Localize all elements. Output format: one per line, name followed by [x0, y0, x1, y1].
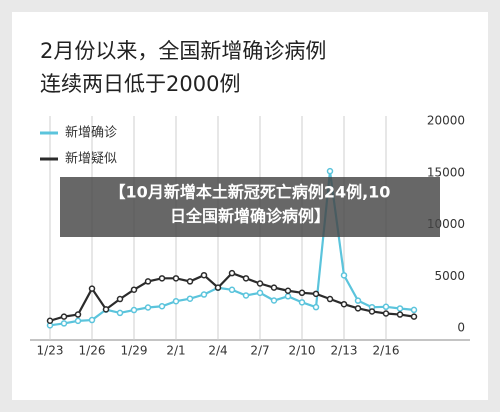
point [340, 272, 348, 279]
point [228, 269, 236, 277]
legend-label: 新增确诊 [65, 125, 117, 141]
x-tick-label: 2/13 [331, 344, 358, 358]
point [368, 308, 376, 315]
point [354, 297, 362, 304]
point [214, 284, 222, 291]
point [158, 302, 166, 310]
x-tick-label: 2/4 [208, 344, 227, 358]
point [312, 290, 320, 298]
point [74, 317, 82, 325]
point [74, 311, 82, 318]
point [326, 167, 334, 175]
point [144, 304, 152, 311]
point [298, 299, 306, 306]
point [354, 305, 362, 312]
point [284, 293, 292, 300]
point [256, 280, 264, 287]
legend-label: 新增疑似 [65, 151, 117, 167]
x-tick-label: 1/26 [79, 344, 106, 358]
point [46, 317, 54, 325]
point [410, 306, 418, 314]
y-tick-label: 5000 [434, 269, 465, 283]
y-tick-label: 15000 [427, 165, 465, 179]
point [88, 316, 96, 324]
caption: 日全国新增确诊病例】 [170, 207, 330, 226]
point [382, 303, 390, 311]
point [298, 289, 306, 297]
point [186, 295, 194, 302]
point [410, 313, 418, 320]
point [396, 311, 404, 318]
point [200, 271, 208, 279]
chart-title: 连续两日低于2000例 [40, 72, 240, 96]
point [102, 306, 110, 313]
caption: 【10月新增本土新冠死亡病例24例,10 [110, 183, 391, 202]
point [116, 295, 124, 303]
point [228, 286, 236, 294]
y-tick-label: 20000 [427, 114, 465, 128]
x-tick-label: 2/1 [166, 344, 185, 358]
chart-title: 2月份以来，全国新增确诊病例 [40, 39, 326, 63]
point [382, 310, 390, 317]
point [340, 300, 348, 308]
point [158, 275, 166, 282]
point [242, 292, 250, 299]
point [116, 309, 124, 317]
x-tick-label: 1/29 [121, 344, 148, 358]
plot: 1/23 1/26 1/29 2/1 2/4 2/7 2/10 2/13 2/160500010… [37, 114, 465, 358]
caption-box [60, 177, 440, 237]
point [256, 289, 264, 297]
point [130, 306, 138, 314]
point [396, 305, 404, 312]
point [284, 287, 292, 294]
point [242, 275, 250, 282]
point [200, 291, 208, 298]
point [270, 297, 278, 304]
point [172, 275, 180, 282]
point [172, 297, 180, 305]
point [312, 303, 320, 311]
point [186, 278, 194, 285]
point [270, 284, 278, 291]
point [60, 320, 68, 327]
x-tick-label: 2/7 [250, 344, 269, 358]
point [88, 285, 96, 292]
point [326, 295, 334, 303]
x-tick-label: 2/10 [289, 344, 316, 358]
y-tick-label: 0 [457, 321, 465, 335]
point [60, 313, 68, 320]
x-tick-label: 1/23 [37, 344, 64, 358]
x-tick-label: 2/16 [373, 344, 400, 358]
point [130, 286, 138, 293]
point [144, 278, 152, 285]
